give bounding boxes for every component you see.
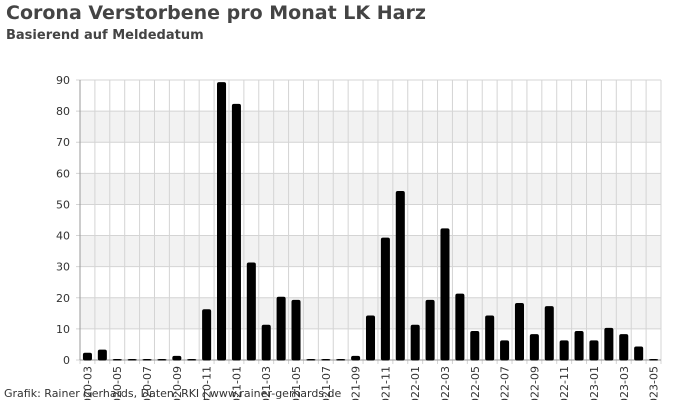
x-tick-label: 2021-01 [230,366,243,400]
bar [261,324,271,361]
bar [142,359,152,361]
y-tick-label: 50 [56,198,70,211]
bar [306,359,316,361]
bar [500,340,510,361]
bar [202,309,212,361]
bar [470,331,480,361]
bar [172,355,182,361]
y-tick-label: 30 [56,261,70,274]
x-tick-label: 2023-01 [588,366,601,400]
x-tick-label: 2022-05 [469,366,482,400]
x-tick-label: 2021-05 [290,366,303,400]
x-tick-label: 2021-09 [350,366,363,400]
y-tick-label: 0 [63,354,70,367]
bar [425,299,435,361]
bar [231,103,241,361]
y-tick-label: 40 [56,230,70,243]
y-tick-label: 60 [56,167,70,180]
bar [336,359,346,361]
x-tick-label: 2020-11 [201,366,214,400]
x-tick-label: 2020-05 [111,366,124,400]
source-note: Grafik: Rainer Gerhards, Daten: RKI | ww… [4,387,342,400]
bar [529,334,539,361]
bar [157,359,167,361]
chart-subtitle: Basierend auf Meldedatum [6,28,204,43]
bar [351,355,361,361]
bar [604,327,614,361]
bar [574,331,584,361]
y-tick-label: 80 [56,105,70,118]
x-tick-label: 2020-07 [141,366,154,400]
bar [619,334,629,361]
x-tick-label: 2022-01 [409,366,422,400]
bar [649,359,659,361]
bar [589,340,599,361]
bar [395,191,405,361]
bar [127,359,137,361]
bar [217,82,227,361]
bar [97,349,107,361]
bar [276,296,286,361]
x-tick-label: 2021-07 [320,366,333,400]
grid-band [80,111,661,143]
bar [544,306,554,361]
bar [380,237,390,361]
bar [365,315,376,361]
x-tick-label: 2023-03 [618,366,631,400]
bar [246,262,256,361]
x-tick-label: 2020-09 [171,366,184,400]
plot-area: 0 10 20 30 40 50 60 70 80 90 2020-03 2020-05 2020-07… [56,74,662,400]
bar [410,324,420,361]
grid-band [80,173,661,205]
x-tick-label: 2022-03 [439,366,452,400]
x-tick-label: 2023-05 [648,366,661,400]
y-tick-label: 20 [56,292,70,305]
bar [559,340,569,361]
y-tick-label: 70 [56,136,70,149]
bar [455,293,465,361]
bar [291,299,301,361]
x-tick-label: 2022-11 [558,366,571,400]
chart-title: Corona Verstorbene pro Monat LK Harz [6,2,426,24]
bar [187,359,197,361]
x-tick-label: 2021-03 [260,366,273,400]
bar [514,303,524,361]
x-tick-label: 2022-07 [499,366,512,400]
bar [440,228,450,361]
x-tick-label: 2021-11 [379,366,392,400]
grid-band [80,235,661,267]
bar [634,346,644,361]
bar [321,359,331,361]
bar [112,359,122,361]
x-tick-label: 2022-09 [528,366,541,400]
bar [82,352,92,361]
y-tick-label: 90 [56,74,70,87]
y-tick-label: 10 [56,323,70,336]
x-tick-label: 2020-03 [81,366,94,400]
bar [485,315,495,361]
